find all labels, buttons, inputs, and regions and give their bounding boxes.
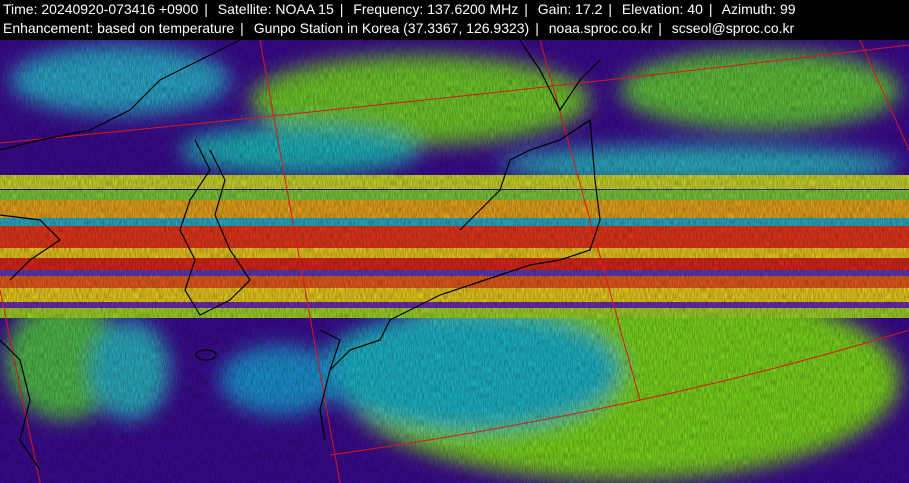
elevation-label: Elevation: 40 [621, 1, 703, 17]
enhancement-label: Enhancement: based on temperature [3, 20, 235, 36]
lat-lon-grid [0, 40, 909, 483]
website-label: noaa.sproc.co.kr [548, 20, 653, 36]
info-header: Time: 20240920-073416 +0900 | Satellite: … [0, 0, 909, 40]
gain-label: Gain: 17.2 [537, 1, 603, 17]
satellite-image [0, 40, 909, 483]
email-label: scseol@sproc.co.kr [671, 20, 795, 36]
frequency-label: Frequency: 137.6200 MHz [353, 1, 519, 17]
azimuth-label: Azimuth: 99 [721, 1, 796, 17]
satellite-label: Satellite: NOAA 15 [217, 1, 334, 17]
image-noise [0, 40, 909, 483]
header-line-1: Time: 20240920-073416 +0900 | Satellite: … [3, 1, 796, 17]
time-label: Time: 20240920-073416 +0900 [3, 1, 199, 17]
coastlines [0, 40, 601, 471]
station-label: Gunpo Station in Korea (37.3367, 126.932… [253, 20, 530, 36]
header-line-2: Enhancement: based on temperature | Gunpo… [3, 20, 795, 36]
